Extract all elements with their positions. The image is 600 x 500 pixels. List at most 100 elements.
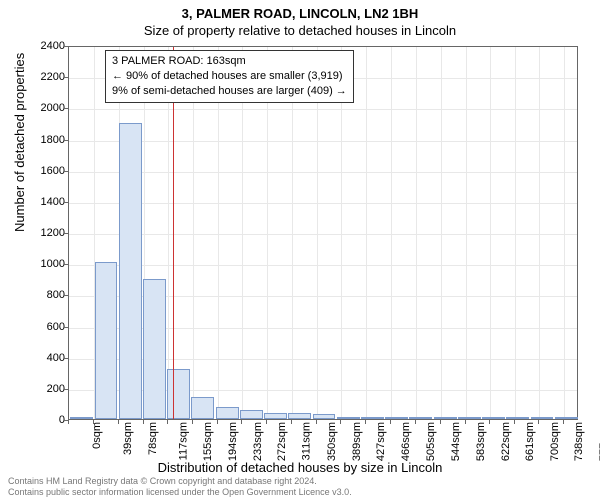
gridline-horizontal: [69, 141, 577, 142]
gridline-vertical: [490, 47, 491, 419]
x-tick-label: 738sqm: [574, 422, 586, 461]
gridline-horizontal: [69, 203, 577, 204]
y-tick-mark: [64, 233, 68, 234]
x-tick-label: 427sqm: [375, 422, 387, 461]
x-tick-mark: [316, 420, 317, 424]
gridline-vertical: [515, 47, 516, 419]
info-box: 3 PALMER ROAD: 163sqm← 90% of detached h…: [105, 50, 354, 103]
x-tick-label: 505sqm: [425, 422, 437, 461]
histogram-bar: [506, 417, 529, 419]
y-tick-label: 1800: [25, 134, 65, 146]
x-tick-mark: [538, 420, 539, 424]
y-tick-mark: [64, 108, 68, 109]
chart-title-main: 3, PALMER ROAD, LINCOLN, LN2 1BH: [0, 0, 600, 21]
gridline-vertical: [416, 47, 417, 419]
x-tick-label: 389sqm: [351, 422, 363, 461]
x-tick-mark: [167, 420, 168, 424]
x-axis-label: Distribution of detached houses by size …: [0, 460, 600, 475]
y-tick-label: 1400: [25, 196, 65, 208]
gridline-vertical: [366, 47, 367, 419]
x-tick-label: 700sqm: [549, 422, 561, 461]
histogram-bar: [409, 417, 432, 419]
histogram-bar: [337, 417, 360, 419]
y-tick-mark: [64, 140, 68, 141]
y-tick-label: 400: [25, 352, 65, 364]
x-tick-label: 661sqm: [525, 422, 537, 461]
x-tick-mark: [192, 420, 193, 424]
x-tick-label: 583sqm: [475, 422, 487, 461]
x-tick-label: 466sqm: [400, 422, 412, 461]
info-box-line: 9% of semi-detached houses are larger (4…: [112, 84, 347, 99]
footer-line-2: Contains public sector information licen…: [8, 487, 592, 498]
gridline-horizontal: [69, 234, 577, 235]
gridline-vertical: [441, 47, 442, 419]
x-tick-mark: [291, 420, 292, 424]
gridline-vertical: [193, 47, 194, 419]
x-tick-label: 194sqm: [227, 422, 239, 461]
x-tick-mark: [390, 420, 391, 424]
histogram-bar: [482, 417, 505, 419]
y-tick-mark: [64, 202, 68, 203]
y-tick-mark: [64, 46, 68, 47]
y-tick-label: 200: [25, 383, 65, 395]
histogram-bar: [434, 417, 457, 419]
gridline-vertical: [564, 47, 565, 419]
y-tick-mark: [64, 358, 68, 359]
gridline-vertical: [317, 47, 318, 419]
histogram-bar: [555, 417, 578, 419]
x-tick-mark: [440, 420, 441, 424]
histogram-bar: [119, 123, 142, 419]
gridline-vertical: [341, 47, 342, 419]
x-tick-mark: [68, 420, 69, 424]
x-tick-mark: [465, 420, 466, 424]
chart-title-sub: Size of property relative to detached ho…: [0, 21, 600, 38]
y-tick-label: 1600: [25, 165, 65, 177]
gridline-vertical: [391, 47, 392, 419]
histogram-bar: [240, 410, 263, 419]
y-tick-mark: [64, 327, 68, 328]
x-tick-mark: [266, 420, 267, 424]
x-tick-mark: [93, 420, 94, 424]
y-tick-label: 2000: [25, 102, 65, 114]
x-tick-label: 311sqm: [301, 422, 313, 460]
gridline-vertical: [539, 47, 540, 419]
x-tick-mark: [365, 420, 366, 424]
gridline-horizontal: [69, 172, 577, 173]
y-tick-label: 1200: [25, 227, 65, 239]
x-tick-mark: [514, 420, 515, 424]
histogram-bar: [95, 262, 118, 419]
histogram-bar: [264, 413, 287, 419]
x-tick-label: 117sqm: [177, 422, 189, 460]
gridline-vertical: [466, 47, 467, 419]
gridline-horizontal: [69, 109, 577, 110]
y-tick-label: 600: [25, 321, 65, 333]
histogram-bar: [191, 397, 214, 419]
y-tick-label: 1000: [25, 258, 65, 270]
x-tick-mark: [415, 420, 416, 424]
x-tick-label: 272sqm: [277, 422, 289, 461]
x-tick-label: 78sqm: [147, 422, 159, 455]
info-box-line: 3 PALMER ROAD: 163sqm: [112, 54, 347, 69]
histogram-bar: [167, 369, 190, 419]
x-tick-mark: [118, 420, 119, 424]
x-tick-mark: [563, 420, 564, 424]
histogram-bar: [458, 417, 481, 419]
x-tick-mark: [217, 420, 218, 424]
property-marker-line: [173, 47, 175, 419]
gridline-vertical: [267, 47, 268, 419]
footer-attribution: Contains HM Land Registry data © Crown c…: [8, 476, 592, 498]
y-tick-mark: [64, 171, 68, 172]
x-tick-label: 39sqm: [122, 422, 134, 455]
x-tick-label: 0sqm: [91, 422, 103, 449]
histogram-bar: [531, 417, 554, 419]
y-tick-label: 2400: [25, 40, 65, 52]
y-tick-mark: [64, 77, 68, 78]
histogram-bar: [288, 413, 311, 419]
y-tick-mark: [64, 295, 68, 296]
y-tick-mark: [64, 389, 68, 390]
x-tick-mark: [340, 420, 341, 424]
info-box-line: ← 90% of detached houses are smaller (3,…: [112, 69, 347, 84]
gridline-horizontal: [69, 265, 577, 266]
histogram-bar: [216, 407, 239, 419]
histogram-bar: [143, 279, 166, 419]
